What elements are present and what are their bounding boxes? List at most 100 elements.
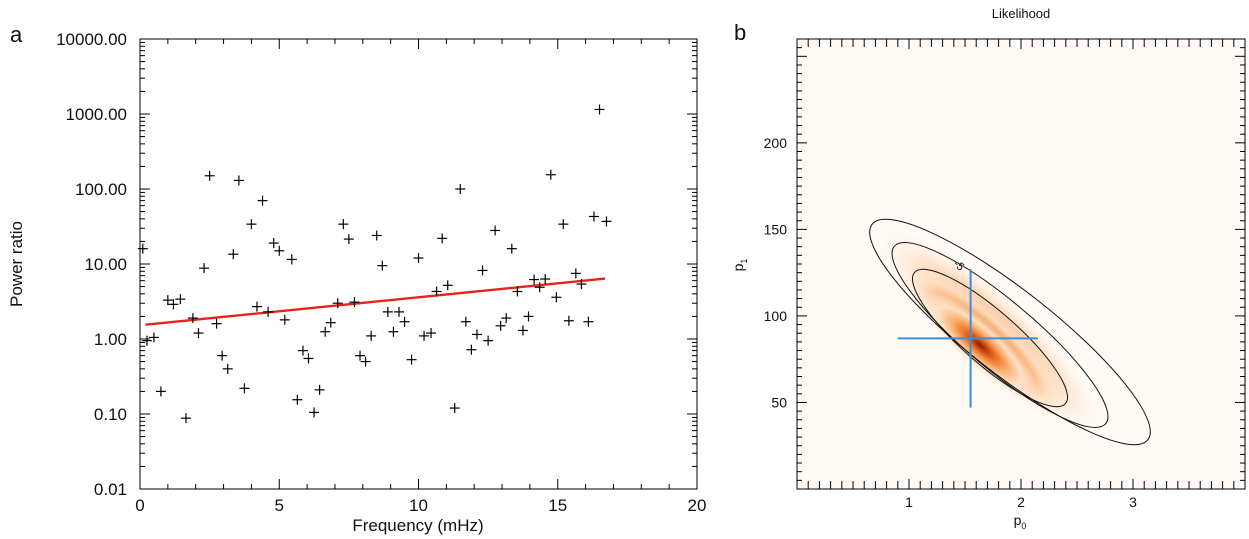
likelihood-contours — [869, 218, 1151, 446]
data-point — [455, 184, 466, 194]
panel-a-points — [137, 104, 612, 424]
data-point — [551, 292, 562, 303]
data-point — [343, 234, 354, 245]
y-tick-label: 50 — [771, 394, 787, 410]
data-point — [332, 298, 343, 309]
x-tick-label: 15 — [548, 496, 567, 515]
data-point — [466, 344, 477, 355]
data-point — [406, 354, 417, 365]
y-tick-label: 0.01 — [94, 480, 127, 499]
y-tick-label: 0.10 — [94, 405, 127, 424]
data-point — [377, 260, 388, 271]
panel-b-title: Likelihood — [992, 6, 1051, 21]
data-point — [501, 313, 512, 324]
contour-outer — [869, 218, 1151, 446]
x-tick-label: 10 — [409, 496, 428, 515]
data-point — [483, 335, 494, 346]
data-point — [274, 245, 285, 256]
contour-3 — [911, 268, 1069, 408]
data-point — [366, 330, 377, 341]
y-tick-label: 1000.00 — [66, 105, 127, 124]
panel-a: a 0 5 10 15 20 0.01 0.10 1.00 10.00 100.00 1000.00… — [7, 22, 706, 535]
data-point — [279, 314, 290, 325]
data-point — [355, 350, 366, 361]
data-point — [239, 383, 250, 394]
data-point — [148, 332, 159, 343]
data-point — [263, 306, 274, 317]
panel-b-axis-ticks — [796, 38, 1246, 490]
panel-a-tick-labels: 0 5 10 15 20 0.01 0.10 1.00 10.00 100.00 1000.00 10… — [56, 30, 706, 515]
data-point — [338, 219, 349, 230]
y-tick-label: 100 — [764, 308, 788, 324]
fit-line — [145, 277, 606, 326]
data-point — [523, 311, 534, 322]
data-point — [141, 335, 152, 346]
p1-axis-label: p1 — [730, 259, 749, 272]
data-point — [217, 350, 228, 361]
contour-2 — [891, 242, 1109, 428]
data-point — [534, 282, 545, 293]
data-point — [286, 254, 297, 265]
data-point — [360, 356, 371, 367]
panel-b-label: b — [734, 20, 746, 45]
x-tick-label: 5 — [275, 496, 284, 515]
x-tick-label: 3 — [1129, 494, 1137, 510]
panel-a-plot-frame — [139, 38, 698, 490]
data-point — [292, 394, 303, 405]
data-point — [193, 328, 204, 339]
data-point — [211, 318, 222, 329]
data-point — [349, 297, 360, 308]
y-tick-label: 10.00 — [84, 255, 127, 274]
data-point — [570, 268, 581, 279]
data-point — [168, 299, 179, 310]
data-point — [413, 253, 424, 264]
data-point — [460, 316, 471, 327]
data-point — [558, 219, 569, 230]
y-tick-label: 10000.00 — [56, 30, 127, 49]
data-point — [431, 286, 442, 297]
data-point — [588, 211, 599, 222]
panel-a-axis-ticks — [139, 38, 698, 490]
data-point — [204, 170, 215, 181]
data-point — [495, 320, 506, 331]
y-axis-label: Power ratio — [7, 221, 26, 307]
panel-b-tick-labels: 1 2 3 50 100 150 200 — [764, 135, 1137, 510]
data-point — [297, 345, 308, 356]
data-point — [399, 316, 410, 327]
data-point — [506, 243, 517, 254]
data-point — [545, 169, 556, 180]
data-point — [162, 295, 173, 306]
data-point — [314, 384, 325, 395]
data-point — [382, 306, 393, 317]
data-point — [442, 280, 453, 291]
data-point — [251, 301, 262, 312]
p0-axis-label: p0 — [1014, 512, 1027, 531]
data-point — [233, 175, 244, 186]
data-point — [477, 265, 488, 276]
data-point — [175, 294, 186, 305]
data-point — [228, 249, 239, 260]
data-point — [529, 274, 540, 285]
data-point — [594, 104, 605, 115]
x-tick-label: 1 — [905, 494, 913, 510]
y-tick-label: 1.00 — [94, 330, 127, 349]
peak-crosshair — [897, 269, 1038, 408]
likelihood-heatmap — [875, 225, 1105, 435]
data-point — [512, 286, 523, 297]
data-point — [268, 238, 279, 249]
data-point — [449, 403, 460, 414]
data-point — [371, 230, 382, 241]
data-point — [437, 233, 448, 244]
data-point — [426, 328, 437, 339]
x-tick-label: 20 — [688, 496, 707, 515]
data-point — [246, 219, 257, 230]
data-point — [309, 407, 320, 418]
data-point — [490, 225, 501, 236]
data-point — [155, 386, 166, 397]
data-point — [601, 216, 612, 227]
data-point — [583, 316, 594, 327]
data-point — [540, 274, 551, 285]
data-point — [320, 326, 331, 337]
data-point — [388, 326, 399, 337]
